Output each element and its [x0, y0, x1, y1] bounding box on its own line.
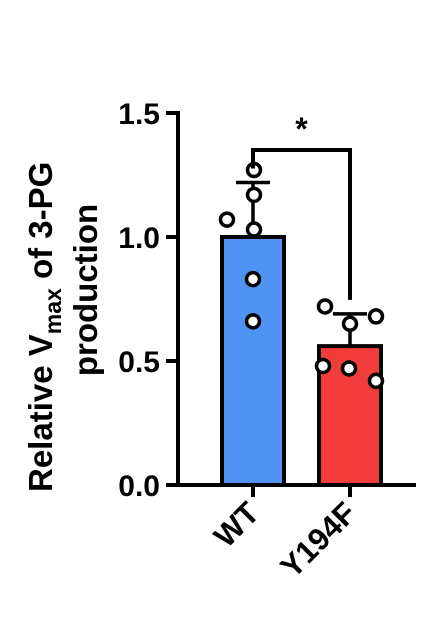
y-tick-label-3: 1.5 — [118, 98, 160, 131]
y-axis-title-part-of: of 3-PG — [22, 162, 59, 289]
data-point-y194f-0 — [316, 298, 334, 315]
x-category-label-y194f: Y194F — [274, 495, 363, 584]
y-tick-label-2: 1.0 — [118, 222, 160, 255]
data-point-wt-2 — [218, 211, 236, 228]
data-point-wt-3 — [245, 221, 263, 238]
data-point-y194f-4 — [340, 360, 358, 377]
data-point-y194f-2 — [341, 315, 359, 333]
y-axis-title: Relative Vmax of 3-PG production — [22, 162, 104, 492]
y-tick-label-1: 0.5 — [118, 346, 160, 379]
data-point-y194f-5 — [367, 372, 385, 390]
significance-bracket — [251, 148, 352, 300]
significance-marker: * — [295, 111, 308, 147]
y-axis-title-line2: production — [67, 204, 104, 376]
x-category-label-wt: WT — [207, 495, 266, 554]
y-axis-title-part-relative: Relative V — [22, 334, 59, 492]
data-point-y194f-3 — [314, 357, 332, 375]
plot-area: 0.0 0.5 1.0 1.5 WT Y194F * — [118, 98, 416, 585]
y-axis-title-line1: Relative Vmax of 3-PG — [22, 162, 66, 492]
data-point-wt-4 — [244, 270, 262, 288]
data-point-wt-5 — [244, 313, 262, 330]
y-axis-title-subscript: max — [40, 288, 66, 334]
data-point-y194f-1 — [367, 308, 385, 325]
data-point-wt-1 — [245, 186, 263, 204]
y-tick-label-0: 0.0 — [118, 470, 160, 503]
